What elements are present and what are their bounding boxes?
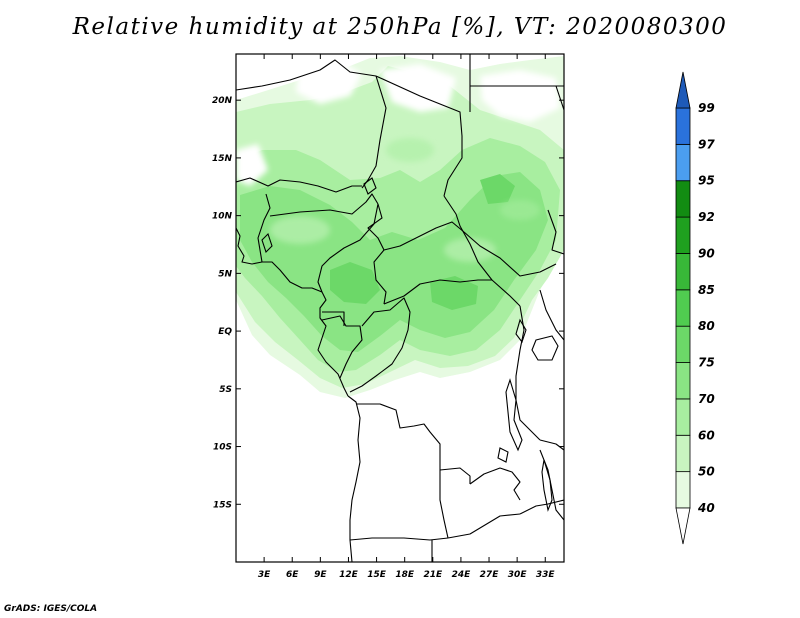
colorbar-label: 92 — [698, 210, 715, 224]
rh-band-75-80 — [330, 174, 515, 310]
grads-credit: GrADS: IGES/COLA — [4, 604, 98, 614]
coastline-west — [236, 227, 349, 397]
boundaries — [236, 54, 564, 562]
border-chad-sudan — [443, 195, 493, 281]
lake-chad — [363, 177, 377, 195]
border-drc-angola — [356, 403, 471, 484]
border-car-chad — [383, 221, 465, 251]
y-tick-label: 10N — [212, 212, 233, 222]
border-algeria-mali — [236, 59, 377, 91]
colorbar-box — [675, 289, 691, 327]
y-tick-label: 20N — [212, 96, 233, 106]
border-drc-east — [515, 305, 541, 441]
border-eq-guinea — [322, 311, 345, 326]
colorbar-label: 95 — [698, 174, 715, 188]
colorbar-label: 50 — [698, 465, 715, 479]
border-zambia-south — [447, 513, 521, 539]
colorbar-max-triangle — [675, 71, 691, 109]
border-sudan-ssudan — [463, 231, 557, 277]
lake-albert — [515, 318, 527, 344]
border-angola-namibia — [349, 537, 449, 541]
border-nigeria-cameroon — [317, 203, 379, 293]
x-tick-label: 3E — [258, 570, 271, 580]
colorbar-box — [675, 434, 691, 473]
colorbar-label: 85 — [698, 283, 715, 297]
x-tick-label: 9E — [314, 570, 327, 580]
x-tick-label: 27E — [480, 570, 500, 580]
y-tick-label: 15N — [212, 154, 233, 164]
x-tick-label: 15E — [367, 570, 387, 580]
colorbar-label: 99 — [698, 101, 715, 115]
colorbar-label: 60 — [698, 428, 715, 442]
border-car — [383, 279, 521, 307]
colorbar-label: 40 — [697, 501, 715, 515]
border-nigeria-north — [269, 193, 379, 217]
border-tanzania — [539, 439, 564, 451]
colorbar-box — [675, 143, 691, 182]
colorbar-box — [675, 107, 691, 145]
x-tick-label: 33E — [536, 570, 556, 580]
colorbar-box — [675, 253, 691, 291]
colorbar-label: 97 — [698, 137, 715, 151]
colorbar-label: 90 — [698, 246, 715, 260]
x-tick-label: 30E — [508, 570, 528, 580]
colorbar-box — [675, 398, 691, 436]
y-tick-label: 10S — [213, 443, 232, 453]
border-ethiopia — [547, 209, 564, 255]
axes-ticks: 3E 6E 9E 12E 15E 18E 21E 24E 27E 30E 33E 20N 15N 10N 5… — [212, 54, 564, 580]
border-mali-burkina — [236, 177, 362, 193]
colorbar-box — [675, 362, 691, 400]
x-tick-label: 6E — [286, 570, 299, 580]
border-libya-chad — [375, 75, 463, 197]
border-congo-drc — [349, 297, 411, 393]
border-mozambique — [519, 499, 564, 515]
border-uganda-kenya — [539, 289, 564, 341]
lakes — [261, 177, 559, 512]
colorbar-box — [675, 325, 691, 363]
coastline-angola — [347, 395, 361, 562]
y-tick-label: 15S — [213, 500, 232, 510]
lake-victoria — [531, 335, 559, 361]
lake-volta — [261, 232, 273, 254]
rh-band-70-75 — [240, 172, 548, 352]
plot-frame — [235, 53, 565, 563]
y-tick-label: 5N — [218, 269, 232, 279]
humidity-speckle — [270, 138, 540, 262]
y-tick-label: EQ — [218, 327, 232, 337]
y-tick-label: 5S — [219, 385, 232, 395]
colorbar-box — [675, 471, 691, 509]
x-tick-label: 21E — [423, 570, 443, 580]
colorbar-label: 80 — [698, 319, 715, 333]
dry-pocket — [236, 60, 560, 186]
chart-title: Relative humidity at 250hPa [%], VT: 202… — [72, 14, 728, 40]
lake-malawi — [541, 459, 553, 512]
lake-mweru — [497, 447, 509, 463]
x-tick-label: 18E — [395, 570, 415, 580]
colorbar-min-triangle — [675, 507, 691, 545]
colorbar-box — [675, 180, 691, 218]
border-burkina-ghana — [257, 193, 271, 263]
colorbar-label: 75 — [698, 356, 715, 370]
humidity-field — [236, 56, 564, 398]
colorbar: 40 50 60 70 75 80 85 90 92 95 97 99 — [675, 71, 715, 545]
x-tick-label: 12E — [339, 570, 359, 580]
colorbar-label: 70 — [698, 392, 715, 406]
border-angola-zambia — [439, 470, 449, 539]
border-sudan-east — [555, 85, 564, 111]
border-gabon-congo — [321, 315, 363, 379]
border-zambia-drc — [469, 467, 521, 501]
lake-tanganyika — [505, 378, 523, 452]
colorbar-box — [675, 216, 691, 254]
x-tick-label: 24E — [452, 570, 472, 580]
